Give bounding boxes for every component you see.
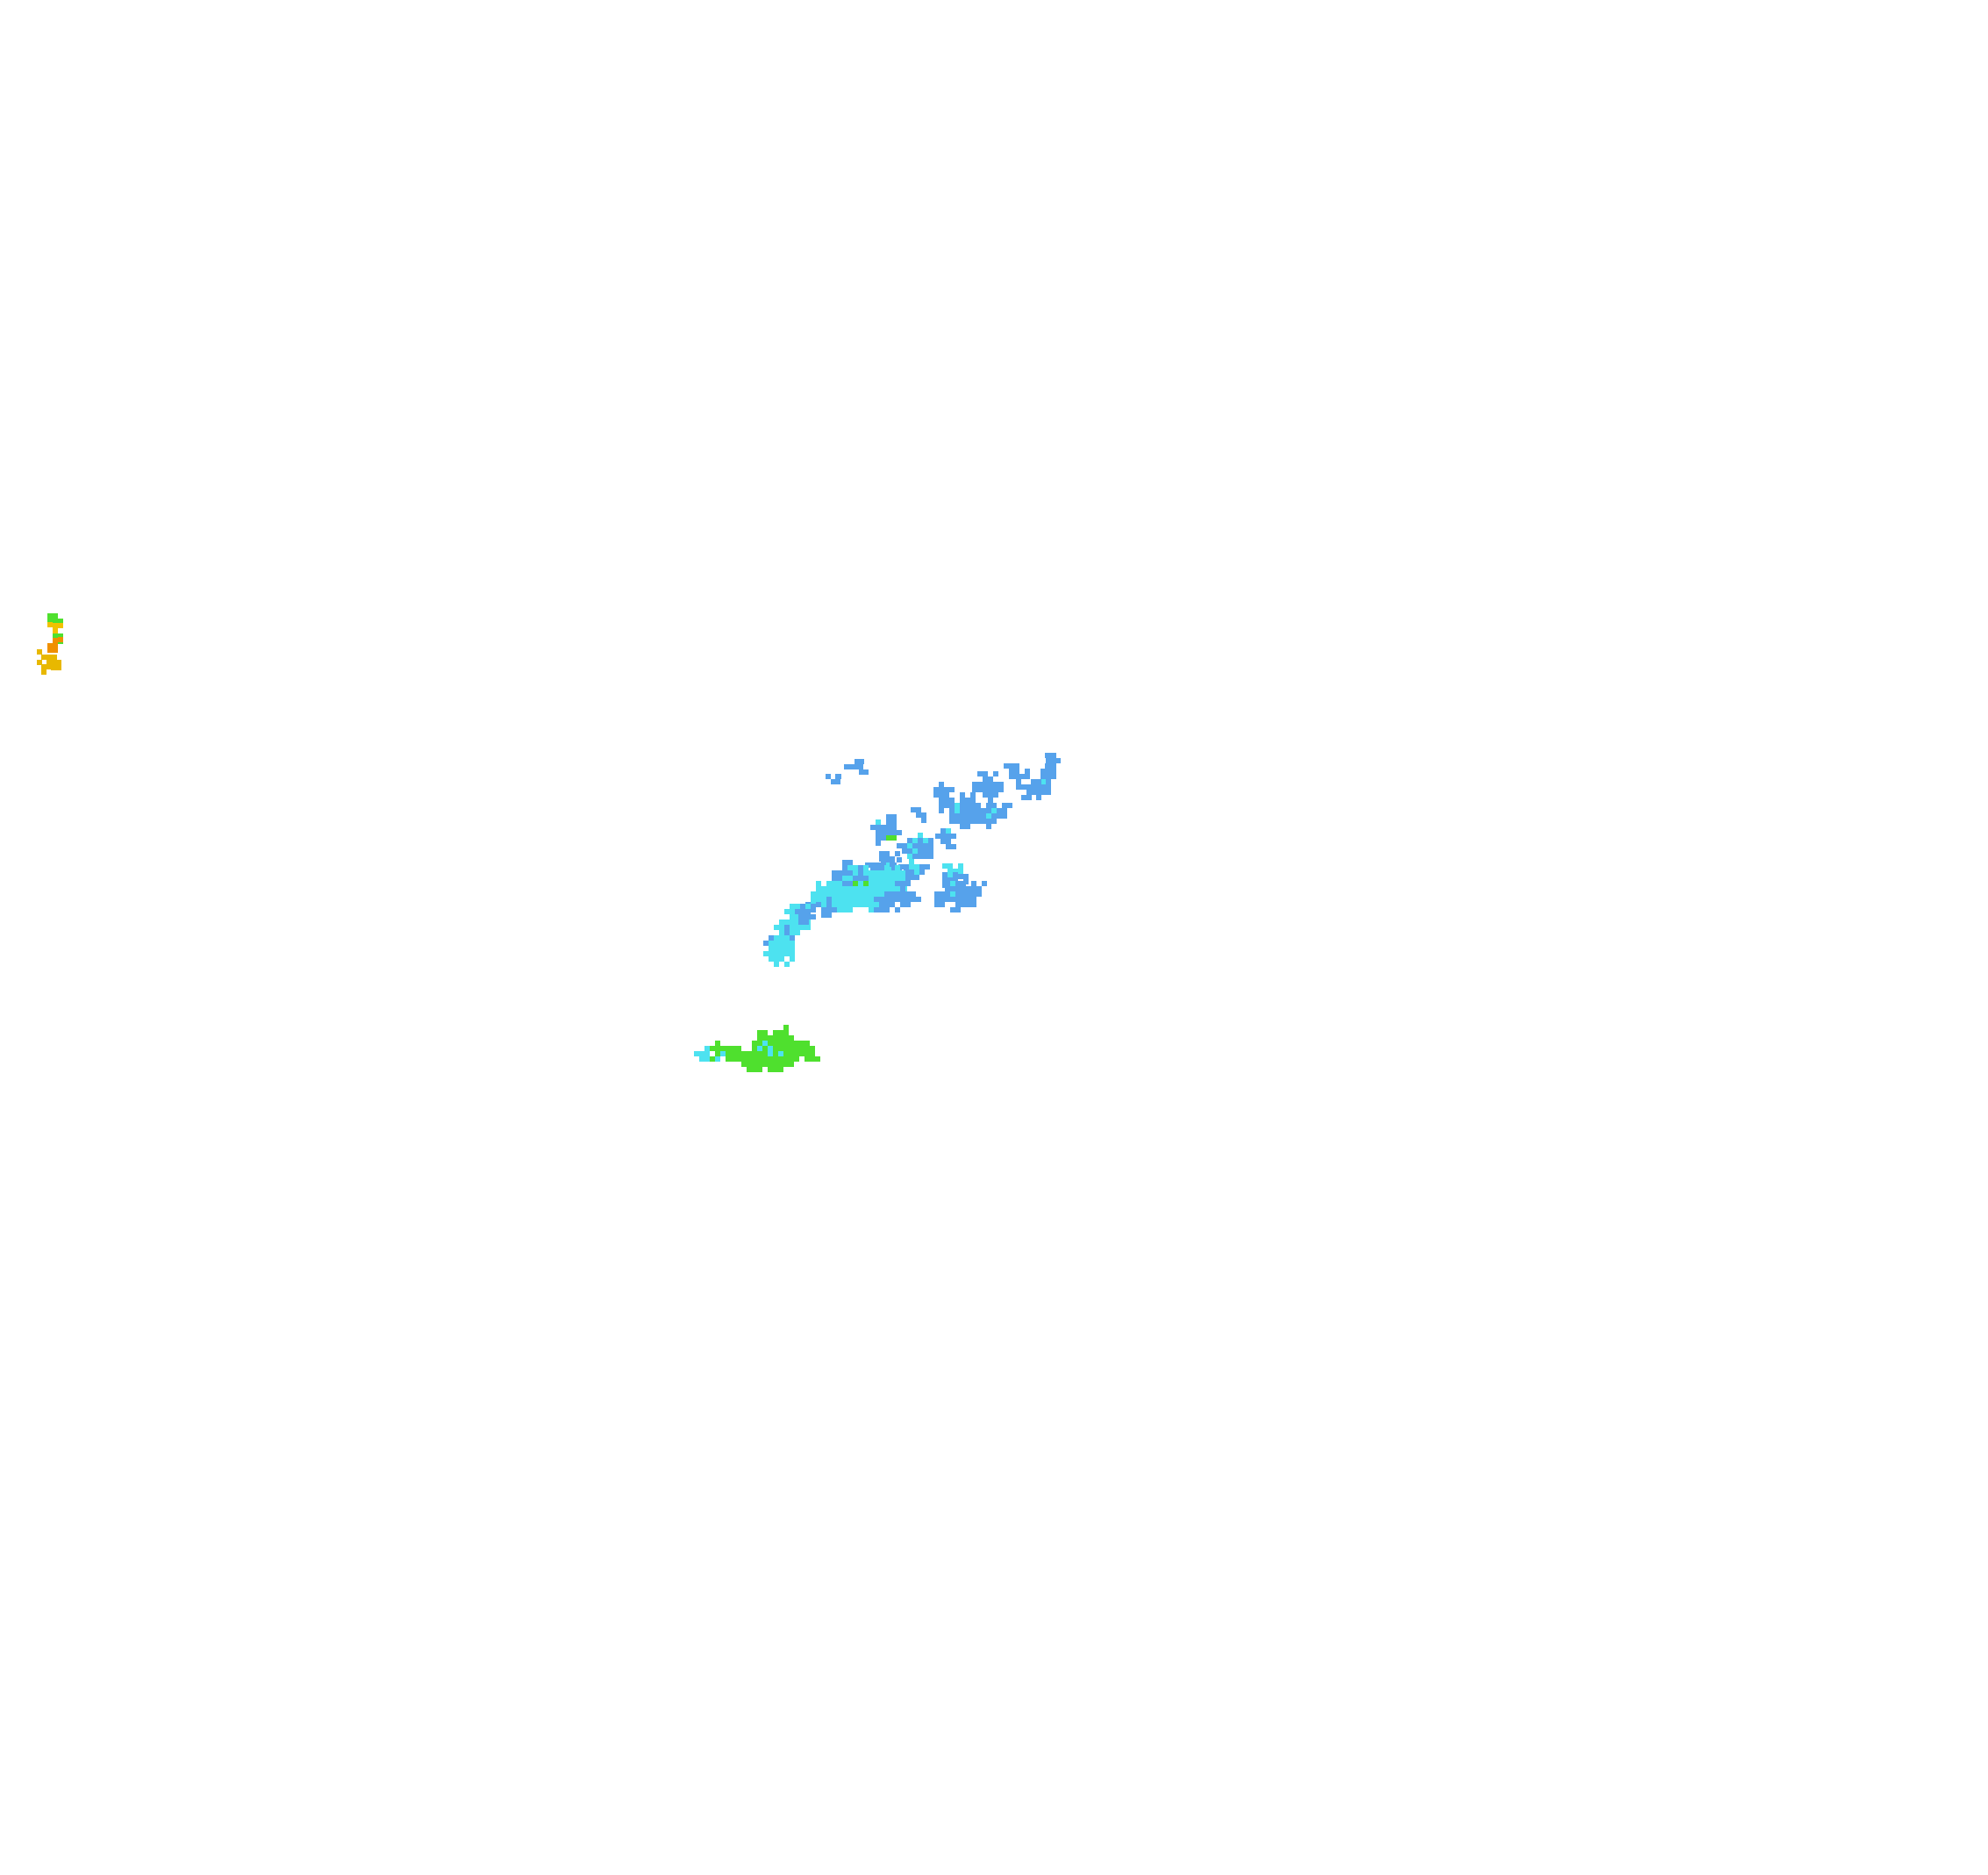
- radar-reflectivity-canvas: [0, 0, 1988, 1875]
- radar-overlay-stage: [0, 0, 1988, 1875]
